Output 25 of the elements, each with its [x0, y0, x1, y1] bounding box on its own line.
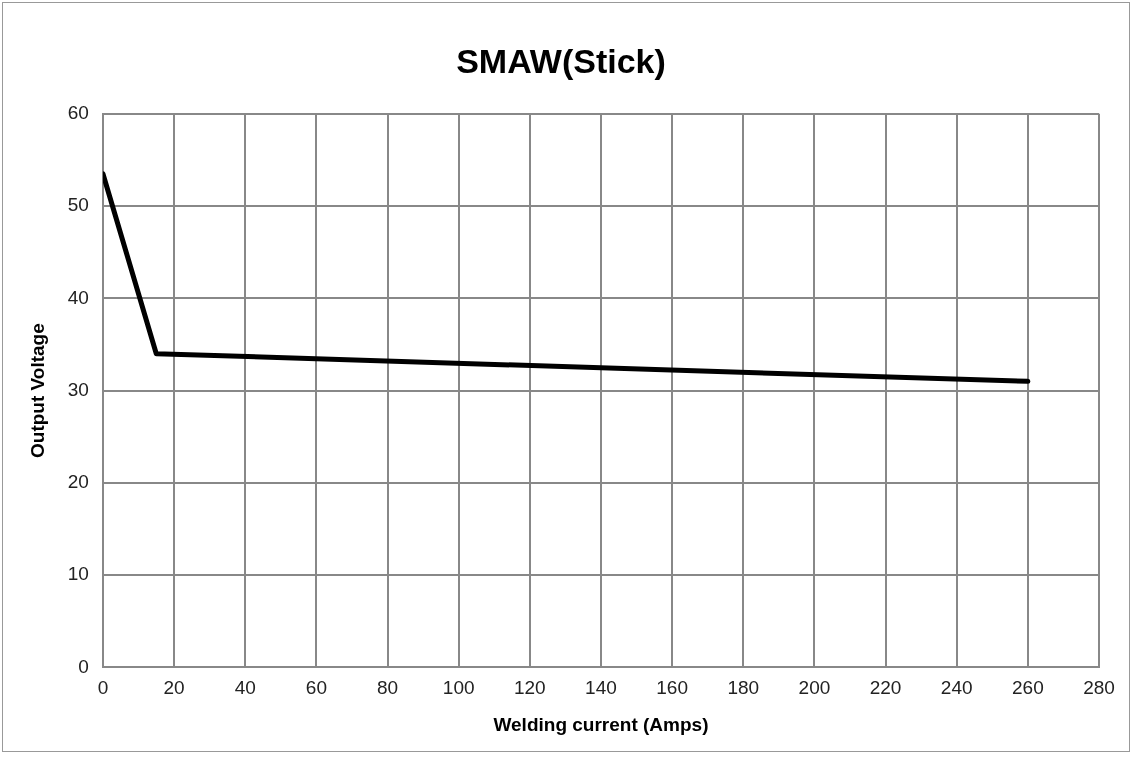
x-tick-label: 260: [1012, 677, 1044, 699]
x-tick-label: 100: [442, 677, 475, 699]
x-tick-label: 120: [513, 677, 546, 699]
x-tick-label: 80: [376, 677, 399, 699]
y-tick-label: 50: [67, 194, 89, 216]
y-tick-label: 0: [78, 655, 89, 677]
y-tick-label: 60: [67, 102, 89, 124]
x-tick-label: 40: [234, 677, 256, 699]
x-tick-label: 220: [869, 677, 902, 699]
x-tick-label: 180: [727, 677, 760, 699]
y-tick-label: 40: [67, 286, 89, 308]
x-tick-label: 140: [585, 677, 617, 699]
chart-title: SMAW(Stick): [456, 41, 666, 80]
y-axis-title: Output Voltage: [26, 323, 48, 458]
x-tick-label: 160: [656, 677, 688, 699]
x-tick-label: 20: [163, 677, 185, 699]
y-tick-label: 20: [67, 471, 89, 493]
x-tick-label: 0: [97, 677, 109, 699]
y-tick-label: 10: [67, 563, 89, 585]
x-tick-label: 200: [798, 677, 831, 699]
x-axis-title: Welding current (Amps): [493, 713, 709, 735]
x-tick-label: 240: [940, 677, 973, 699]
y-tick-label: 30: [67, 378, 89, 400]
x-tick-label: 280: [1083, 677, 1115, 699]
x-tick-label: 60: [305, 677, 327, 699]
